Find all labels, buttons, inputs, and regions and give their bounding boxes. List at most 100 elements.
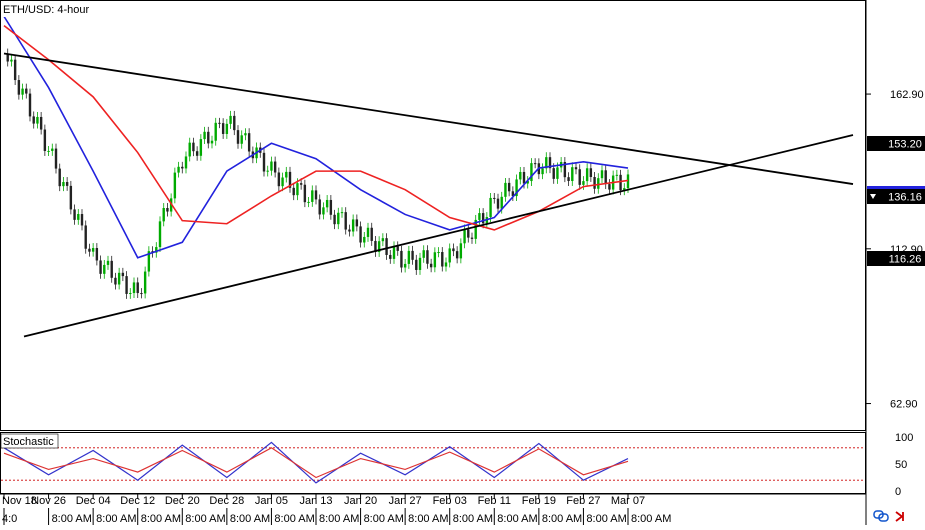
candle-body xyxy=(155,247,158,253)
candle-body xyxy=(608,184,611,190)
time-label: 8:00 AM xyxy=(274,513,314,525)
candle-body xyxy=(392,246,396,259)
candle-body xyxy=(370,227,373,241)
candle-body xyxy=(411,250,414,260)
candle-body xyxy=(32,116,35,124)
candle-body xyxy=(355,219,359,227)
trendline xyxy=(23,134,854,338)
stochastic-d-line xyxy=(3,447,629,479)
date-label: Dec 12 xyxy=(120,495,155,507)
candle-body xyxy=(567,177,570,182)
candle-body xyxy=(400,250,403,268)
scroll-end-icon[interactable] xyxy=(895,511,904,522)
stochastic-level-label: 50 xyxy=(895,459,907,471)
candle-body xyxy=(626,174,630,189)
candle-body xyxy=(273,161,277,173)
candle-body xyxy=(563,162,567,178)
candle-body xyxy=(28,93,32,117)
candle-body xyxy=(136,282,139,294)
candle-body xyxy=(233,115,236,131)
candle-body xyxy=(240,135,243,144)
candle-body xyxy=(507,182,511,192)
candle-body xyxy=(314,190,318,200)
candle-body xyxy=(467,229,470,238)
candle-body xyxy=(578,169,581,185)
time-label: 8:00 AM xyxy=(453,513,493,525)
candle-body xyxy=(552,168,555,179)
candle-body xyxy=(396,246,399,251)
candle-body xyxy=(615,174,619,176)
date-label: Nov 18 xyxy=(2,495,37,507)
candle-body xyxy=(181,166,184,169)
candle-body xyxy=(500,196,503,209)
candle-body xyxy=(329,199,333,215)
candle-body xyxy=(623,188,626,191)
candle-body xyxy=(173,172,177,199)
date-label: Jan 13 xyxy=(299,495,332,507)
candle-body xyxy=(322,207,325,215)
candle-body xyxy=(129,293,132,295)
candle-body xyxy=(418,257,422,270)
candle-body xyxy=(470,237,474,239)
candle-body xyxy=(619,174,622,191)
candle-body xyxy=(311,190,314,202)
candle-body xyxy=(604,170,607,185)
candle-body xyxy=(533,163,537,165)
candle-body xyxy=(541,168,544,175)
candle-body xyxy=(296,183,299,196)
time-label: 8:00 AM xyxy=(364,513,404,525)
candle-body xyxy=(195,151,199,156)
candle-body xyxy=(299,183,303,185)
candle-body xyxy=(337,212,340,225)
price-level-top: 153.20 xyxy=(867,136,925,151)
candle-body xyxy=(51,148,54,151)
link-icon[interactable] xyxy=(873,510,889,522)
candle-body xyxy=(247,133,251,152)
candle-body xyxy=(36,116,39,124)
trendlines xyxy=(3,52,854,338)
candle-body xyxy=(210,140,214,144)
candle-body xyxy=(463,229,466,244)
candle-body xyxy=(80,214,84,226)
chart-title: ETH/USD: 4-hour xyxy=(3,4,90,16)
candle-body xyxy=(426,250,429,264)
candle-body xyxy=(117,272,121,285)
stochastic-level-label: 0 xyxy=(895,486,901,498)
candle-body xyxy=(515,179,518,197)
candle-body xyxy=(429,263,433,268)
stochastic-panel-frame xyxy=(0,432,866,494)
candle-body xyxy=(58,168,61,187)
candle-body xyxy=(244,133,247,136)
candle-body xyxy=(437,252,440,254)
candle-body xyxy=(303,184,307,203)
candle-body xyxy=(140,293,143,295)
time-label: 8:00 AM xyxy=(408,513,448,525)
candle-body xyxy=(325,199,329,208)
candle-body xyxy=(270,161,273,171)
stochastic-lines xyxy=(1,441,865,484)
candle-body xyxy=(221,123,225,134)
candle-body xyxy=(65,182,69,186)
candle-body xyxy=(103,264,106,274)
candle-body xyxy=(192,142,195,152)
candle-body xyxy=(125,276,128,294)
time-label: 8:00 AM xyxy=(631,513,671,525)
candle-body xyxy=(522,171,526,184)
time-label: 8:00 AM xyxy=(542,513,582,525)
candle-body xyxy=(77,214,80,220)
date-label: Dec 04 xyxy=(76,495,111,507)
date-label: Mar 07 xyxy=(611,495,645,507)
candle-body xyxy=(504,182,507,197)
time-label: 4:0 xyxy=(2,513,17,525)
candle-body xyxy=(585,168,589,182)
candle-body xyxy=(62,182,65,187)
stochastic-k-line xyxy=(3,441,629,484)
candle-body xyxy=(17,80,21,95)
candle-body xyxy=(285,171,288,178)
date-label: Feb 19 xyxy=(522,495,556,507)
svg-text:116.26: 116.26 xyxy=(889,254,922,266)
time-label: 8:00 AM xyxy=(141,513,181,525)
candle-body xyxy=(54,148,58,169)
candle-body xyxy=(262,152,266,172)
